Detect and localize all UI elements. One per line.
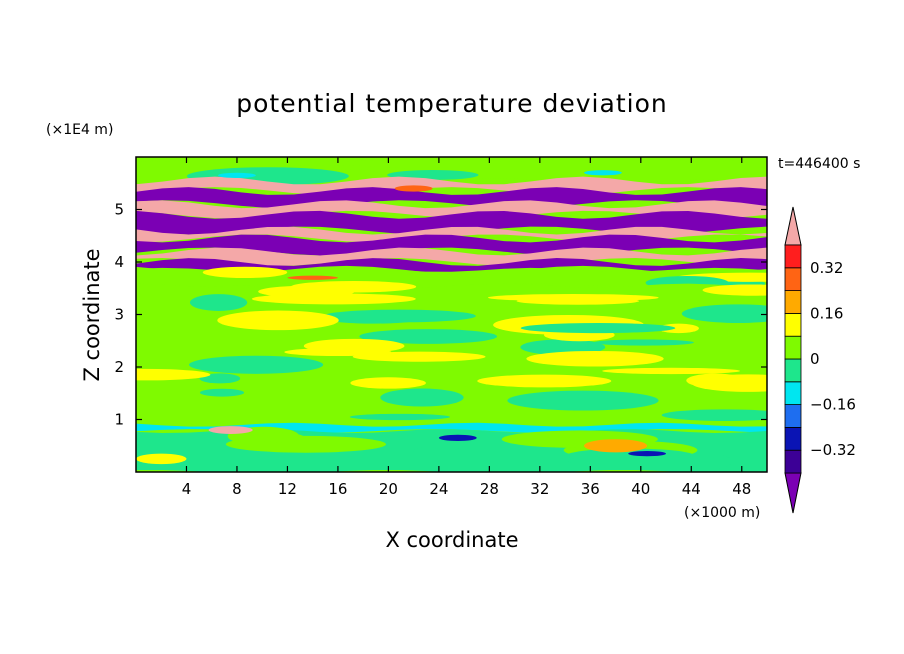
contour-patch [136, 368, 211, 381]
contour-patch [658, 323, 699, 334]
y-tick-label: 1 [114, 411, 124, 429]
colorbar-segment [784, 335, 802, 360]
contour-patch [258, 285, 355, 298]
contour-patch [225, 435, 387, 453]
contour-patch [199, 388, 245, 397]
contour-bands [136, 157, 767, 472]
contour-feature [438, 434, 477, 442]
x-tick-label: 48 [732, 480, 751, 498]
y-axis-label: Z coordinate [80, 248, 104, 381]
colorbar-tick-label: 0 [810, 350, 820, 368]
colorbar-tick-label: −0.16 [810, 396, 856, 414]
contour-patch [702, 284, 767, 296]
x-tick-label: 20 [379, 480, 398, 498]
contour-features [136, 170, 667, 465]
contour-patch [380, 388, 464, 407]
contour-feature [584, 439, 648, 453]
y-tick-label: 2 [114, 358, 124, 376]
contour-band [136, 176, 767, 195]
colorbar-segment [784, 426, 802, 451]
contour-patch [593, 339, 694, 346]
x-tick-label: 4 [182, 480, 192, 498]
colorbar-segment [784, 267, 802, 291]
contour-patch [487, 294, 659, 302]
x-tick-label: 16 [328, 480, 347, 498]
contour-band [136, 210, 767, 235]
contour-feature [394, 185, 433, 192]
contour-band [136, 267, 767, 288]
y-unit-label: (×1E4 m) [46, 122, 113, 138]
contour-band [136, 187, 767, 209]
colorbar-extend-bottom [784, 472, 802, 514]
colorbar-tick-label: −0.32 [810, 441, 856, 459]
contour-patch [188, 355, 324, 374]
chart-title: potential temperature deviation [236, 89, 667, 118]
contour-patch [661, 409, 767, 421]
contour-patch [330, 315, 417, 324]
x-tick-label: 8 [232, 480, 242, 498]
y-tick-label: 5 [114, 201, 124, 219]
colorbar-extend-top [784, 206, 802, 246]
contour-feature [136, 453, 187, 465]
x-axis-ticks: 4 8 12 16 20 24 28 32 36 40 44 48 [182, 157, 751, 498]
colorbar-tick-label: 0.16 [810, 304, 843, 322]
contour-patch [202, 266, 288, 279]
contour-patch [568, 454, 742, 468]
colorbar-segment [784, 290, 802, 314]
contour-patch [681, 304, 767, 324]
plot-area [136, 157, 767, 472]
contour-patch [413, 446, 463, 457]
contour-patch [217, 310, 339, 331]
y-tick-label: 4 [114, 253, 124, 271]
colorbar-tick-label: 0.32 [810, 259, 843, 277]
colorbar-segment [784, 381, 802, 405]
colorbar-segment [784, 244, 802, 269]
x-tick-label: 44 [682, 480, 701, 498]
contour-band [136, 258, 767, 274]
contour-patch [352, 351, 486, 362]
contour-feature [208, 426, 253, 434]
contour-patch [252, 432, 305, 443]
x-tick-label: 24 [429, 480, 448, 498]
contour-patch [691, 374, 767, 392]
x-tick-label: 36 [581, 480, 600, 498]
contour-feature [218, 172, 256, 178]
colorbar-segment [784, 312, 802, 337]
colorbar-segment [784, 449, 802, 474]
x-axis-label: X coordinate [385, 528, 518, 552]
contour-patch [477, 374, 612, 388]
colorbar-segment [784, 404, 802, 428]
contour-patch [602, 367, 741, 375]
x-unit-label: (×1000 m) [684, 505, 760, 521]
x-tick-label: 28 [480, 480, 499, 498]
contour-feature [628, 451, 667, 457]
contour-patch [350, 377, 426, 389]
contour-patch [303, 338, 405, 354]
contour-patch [199, 373, 241, 384]
contour-feature [584, 170, 622, 176]
y-tick-label: 3 [114, 306, 124, 324]
time-label: t=446400 s [778, 156, 860, 172]
colorbar: 0.32 0.16 0 −0.16 −0.32 [784, 206, 856, 514]
x-tick-label: 32 [530, 480, 549, 498]
y-axis-ticks: 1 2 3 4 5 [114, 201, 767, 429]
contour-feature [287, 275, 338, 280]
contour-patch [189, 294, 248, 311]
contour-patch [359, 329, 498, 344]
colorbar-segment [784, 358, 802, 383]
contour-patch [526, 350, 664, 367]
contour-band [136, 247, 767, 266]
x-tick-label: 40 [631, 480, 650, 498]
contour-patch [349, 413, 451, 421]
x-tick-label: 12 [278, 480, 297, 498]
contour-patch [520, 323, 676, 334]
contour-patch [507, 390, 659, 411]
